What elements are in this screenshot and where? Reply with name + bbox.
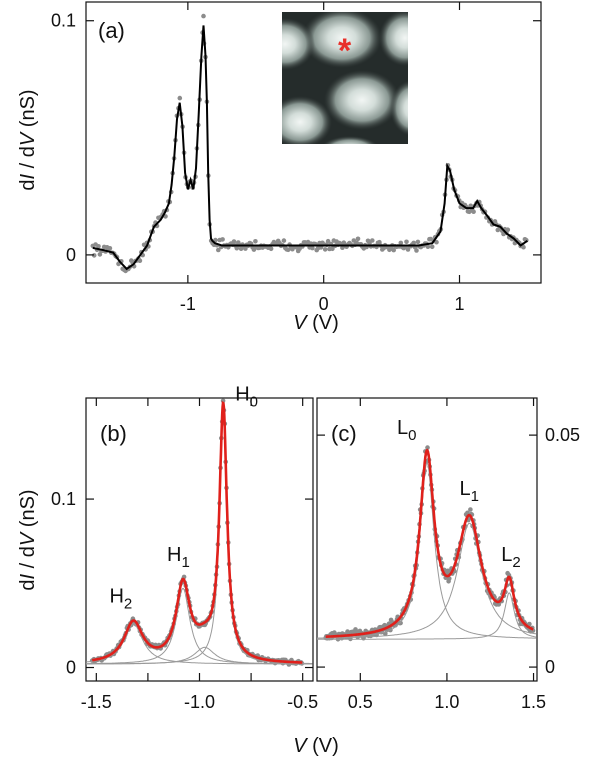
data-point	[429, 244, 435, 250]
panel-c-x-ticks: 0.5 1.0 1.5	[348, 398, 546, 712]
data-point	[281, 238, 287, 243]
data-point	[231, 239, 237, 244]
panel-c-y-ticks: 00.05	[317, 425, 580, 677]
panel-b-x-ticks: -1.5 -1.0 -0.5	[81, 398, 318, 712]
x-tick-label: 1.5	[521, 692, 546, 712]
inset-marker-asterisk: *	[338, 32, 352, 70]
component-curve	[317, 462, 537, 639]
data-point	[322, 247, 328, 252]
data-point	[391, 247, 397, 253]
peak-label: L0	[397, 417, 416, 444]
data-point	[521, 244, 526, 250]
panel-c-frame	[316, 397, 538, 682]
data-point	[425, 445, 430, 450]
data-point	[310, 245, 315, 251]
data-point	[527, 621, 532, 627]
panel-a-smoothed-line	[92, 25, 528, 271]
peak-label: H1	[167, 544, 190, 571]
panel-a-label: (a)	[98, 18, 125, 43]
data-point	[253, 239, 258, 244]
y-tick-label: 0	[545, 657, 555, 677]
x-tick-label: 1.0	[434, 692, 459, 712]
x-tick-label: 0.5	[348, 692, 373, 712]
data-point	[107, 246, 113, 251]
panel-b-y-ticks: 00.1	[51, 489, 313, 678]
data-point	[467, 209, 472, 215]
panel-b-peak-labels: H2 H1 H0	[109, 384, 258, 613]
data-point	[243, 246, 248, 251]
data-point	[216, 247, 221, 253]
panel-a: -1 0 1 00.1 (a) *	[51, 1, 542, 314]
x-tick-label: 0	[319, 294, 329, 314]
panel-c-label: (c)	[331, 421, 357, 446]
panel-c-component-curves	[317, 462, 537, 640]
data-point	[370, 238, 375, 243]
data-point	[404, 239, 409, 245]
inset-topography-image	[282, 12, 408, 144]
y-tick-label: 0.1	[51, 489, 76, 509]
data-point	[377, 239, 382, 245]
panel-b-label: (b)	[100, 421, 127, 446]
peak-label: H2	[109, 586, 132, 613]
panel-a-x-ticks: -1 0 1	[180, 2, 465, 314]
panel-a-frame	[85, 1, 542, 284]
data-point	[220, 237, 225, 242]
data-point	[91, 253, 97, 258]
data-point	[447, 576, 452, 581]
data-point	[97, 252, 103, 257]
data-point	[398, 240, 404, 246]
data-point	[137, 258, 143, 264]
x-tick-label: -1.5	[81, 692, 112, 712]
data-point	[355, 236, 361, 242]
data-point	[411, 240, 417, 246]
panel-b-fit-line	[91, 400, 303, 664]
data-point	[415, 239, 421, 245]
data-point	[505, 227, 511, 232]
data-point	[177, 95, 183, 101]
y-tick-label: 0	[66, 658, 76, 678]
data-point	[330, 246, 335, 252]
x-tick-label: -1.0	[184, 692, 215, 712]
x-tick-label: 1	[454, 294, 464, 314]
panel-a-x-axis-label: V (V)	[293, 312, 339, 334]
peak-label: L2	[501, 544, 520, 571]
panel-b-y-axis-label: dI / dV (nS)	[17, 489, 39, 590]
panel-a-y-axis-label: dI / dV (nS)	[17, 89, 39, 190]
panel-c-peak-labels: L0 L1 L2	[397, 417, 521, 571]
component-curve	[86, 646, 313, 665]
panel-a-y-ticks: 00.1	[51, 11, 541, 265]
data-point	[268, 246, 274, 252]
peak-label: L1	[459, 478, 478, 505]
data-point	[468, 507, 473, 512]
data-point	[201, 13, 206, 19]
y-tick-label: 0.05	[545, 425, 580, 445]
data-point	[434, 239, 439, 245]
data-point	[325, 238, 331, 244]
data-point	[471, 209, 476, 214]
data-point	[425, 244, 431, 249]
data-point	[96, 244, 101, 249]
x-tick-label: -1	[180, 294, 196, 314]
component-curve	[317, 592, 537, 640]
shared-x-axis-label: V (V)	[293, 735, 339, 757]
data-point	[234, 245, 240, 251]
peak-label: H0	[235, 384, 258, 411]
y-tick-label: 0.1	[51, 11, 76, 31]
data-point	[414, 248, 419, 253]
component-curve	[317, 522, 537, 639]
x-tick-label: -0.5	[287, 692, 318, 712]
panel-c-fit-line	[325, 448, 534, 638]
y-tick-label: 0	[66, 245, 76, 265]
